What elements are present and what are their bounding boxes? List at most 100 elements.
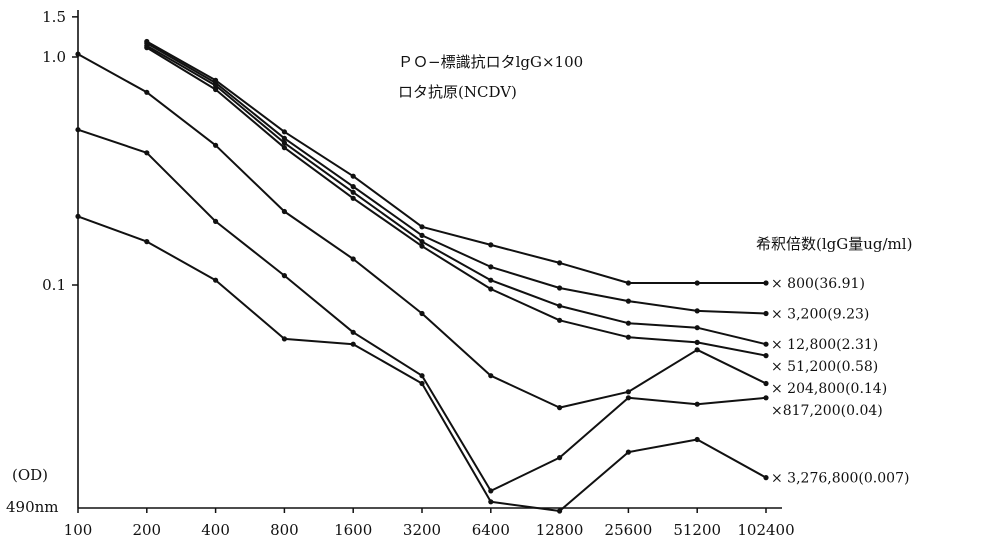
y-tick-label: 1.0 xyxy=(42,48,66,66)
data-point xyxy=(144,89,150,95)
data-point xyxy=(281,336,287,342)
data-point xyxy=(144,45,150,51)
title-block: ＰＯ−標識抗ロタlgG×100 ロタ抗原(NCDV) xyxy=(398,53,583,101)
data-point xyxy=(281,129,287,135)
data-point xyxy=(694,325,700,331)
legend-entry: × 3,200(9.23) xyxy=(771,307,869,323)
chart-title-line-2: ロタ抗原(NCDV) xyxy=(398,83,517,101)
series-5 xyxy=(75,51,769,411)
data-point xyxy=(213,277,219,283)
data-point xyxy=(557,285,563,291)
data-point xyxy=(350,195,356,201)
data-point xyxy=(557,260,563,266)
data-point xyxy=(763,280,769,286)
series-line xyxy=(146,46,767,357)
data-point xyxy=(694,401,700,407)
y-axis-label-line-1: (OD) xyxy=(12,466,48,484)
data-point xyxy=(557,508,563,514)
data-point xyxy=(763,310,769,317)
x-tick-label: 200 xyxy=(132,521,161,539)
series-line xyxy=(146,44,767,346)
series-1 xyxy=(144,38,769,286)
y-tick-label: 0.1 xyxy=(42,276,66,294)
series-layer xyxy=(75,38,769,514)
y-axis-label-line-2: 490nm xyxy=(6,498,59,516)
x-axis-ticks: 100 200 400 800 1600 3200 6400 12800 25600 51200 1… xyxy=(64,508,795,539)
data-point xyxy=(625,280,632,286)
legend: × 800(36.91) × 3,200(9.23) × 12,800(2.31) ×… xyxy=(771,276,909,487)
data-point xyxy=(350,173,356,179)
data-point xyxy=(557,303,563,309)
data-point xyxy=(213,86,219,93)
data-point xyxy=(350,189,356,195)
data-point xyxy=(75,51,81,57)
data-point xyxy=(625,320,632,326)
data-point xyxy=(557,455,563,461)
data-point xyxy=(488,499,494,505)
data-point xyxy=(281,135,287,141)
data-point xyxy=(488,286,494,292)
data-point xyxy=(763,395,769,401)
data-point xyxy=(419,310,425,317)
data-point xyxy=(488,264,494,270)
legend-title: 希釈倍数(lgG量ug/ml) xyxy=(756,235,912,253)
data-point xyxy=(557,317,563,323)
data-point xyxy=(694,436,700,443)
x-tick-label: 100 xyxy=(64,521,93,539)
data-point xyxy=(694,308,700,314)
data-point xyxy=(419,373,425,379)
data-point xyxy=(419,239,425,245)
data-point xyxy=(419,232,425,238)
data-point xyxy=(488,242,494,248)
data-point xyxy=(694,347,700,353)
x-tick-label: 6400 xyxy=(472,521,510,539)
data-point xyxy=(694,280,700,286)
legend-entry: ×817,200(0.04) xyxy=(771,403,883,419)
x-tick-label: 1600 xyxy=(334,521,372,539)
series-4 xyxy=(144,45,769,359)
data-point xyxy=(488,277,494,283)
data-point xyxy=(763,341,769,347)
legend-entry: × 51,200(0.58) xyxy=(771,359,878,375)
data-point xyxy=(144,150,150,156)
y-axis-ticks: 1.5 1.0 0.1 xyxy=(42,8,78,294)
x-tick-label: 25600 xyxy=(605,521,653,539)
x-tick-label: 3200 xyxy=(403,521,441,539)
data-point xyxy=(75,213,81,219)
data-point xyxy=(350,341,356,347)
x-tick-label: 51200 xyxy=(673,521,721,539)
data-point xyxy=(625,389,632,395)
series-6 xyxy=(75,127,769,494)
series-line xyxy=(77,215,767,512)
legend-entry: × 800(36.91) xyxy=(771,276,865,292)
data-point xyxy=(281,145,287,151)
data-point xyxy=(144,239,150,245)
chart-title-line-1: ＰＯ−標識抗ロタlgG×100 xyxy=(398,53,583,71)
data-point xyxy=(281,140,287,146)
series-3 xyxy=(144,43,769,347)
data-point xyxy=(350,184,356,190)
legend-entry: × 204,800(0.14) xyxy=(771,381,887,397)
data-point xyxy=(419,380,425,387)
data-point xyxy=(763,353,769,359)
data-point xyxy=(763,380,769,387)
series-7 xyxy=(75,213,769,514)
data-point xyxy=(625,395,632,401)
legend-entry: × 3,276,800(0.007) xyxy=(771,471,909,487)
legend-entry: × 12,800(2.31) xyxy=(771,337,878,353)
series-line xyxy=(77,128,767,492)
data-point xyxy=(625,334,632,340)
data-point xyxy=(281,273,287,279)
data-point xyxy=(75,127,81,133)
y-tick-label: 1.5 xyxy=(42,8,66,26)
data-point xyxy=(625,298,632,304)
data-point xyxy=(281,208,287,215)
data-point xyxy=(213,82,219,89)
data-point xyxy=(213,142,219,148)
data-point xyxy=(419,224,425,230)
data-point xyxy=(625,449,632,455)
series-line xyxy=(146,40,766,284)
series-line xyxy=(77,53,767,409)
data-point xyxy=(213,218,219,224)
